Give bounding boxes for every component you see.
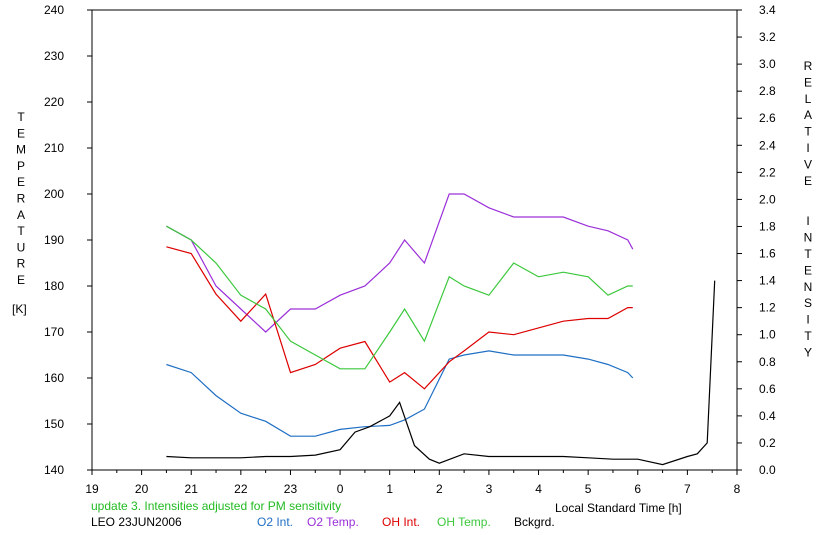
left-tick-label: 150 <box>44 417 64 431</box>
left-axis-letter: E <box>17 273 25 287</box>
note-station-date: LEO 23JUN2006 <box>91 515 182 529</box>
right-tick-label: 1.4 <box>759 274 776 288</box>
right-axis-letter: E <box>804 174 812 188</box>
left-tick-label: 200 <box>44 187 64 201</box>
left-tick-label: 210 <box>44 141 64 155</box>
left-tick-label: 230 <box>44 49 64 63</box>
right-axis: 0.0 0.2 0.4 0.6 0.8 1.0 1.2 1.4 1.6 1.8 2.0 2.2 2.4 2… <box>737 3 776 477</box>
right-axis-letter: R <box>804 59 813 73</box>
right-axis-letter: I <box>806 141 809 155</box>
right-tick-label: 2.4 <box>759 138 776 152</box>
left-axis: 140 150 160 170 180 190 200 210 220 230 240 <box>44 3 92 477</box>
left-axis-letter: A <box>17 208 25 222</box>
right-axis-letter: E <box>804 75 812 89</box>
x-tick-label: 5 <box>585 482 592 496</box>
right-tick-label: 3.4 <box>759 3 776 17</box>
series-line-o2-temp <box>166 193 634 333</box>
series-line-bckgrd <box>166 280 716 466</box>
right-tick-label: 2.0 <box>759 192 776 206</box>
x-tick-label: 2 <box>436 482 443 496</box>
x-tick-label: 19 <box>85 482 99 496</box>
right-tick-label: 2.2 <box>759 165 776 179</box>
x-tick-label: 20 <box>135 482 149 496</box>
x-tick-label: 21 <box>185 482 199 496</box>
right-axis-letter: N <box>804 280 813 294</box>
right-tick-label: 1.6 <box>759 247 776 261</box>
right-tick-label: 2.6 <box>759 111 776 125</box>
right-tick-label: 0.2 <box>759 436 776 450</box>
right-axis-letter: T <box>804 125 812 139</box>
left-tick-label: 170 <box>44 325 64 339</box>
right-tick-label: 0.6 <box>759 382 776 396</box>
x-tick-label: 22 <box>234 482 248 496</box>
right-tick-label: 1.0 <box>759 328 776 342</box>
right-axis-letter: S <box>804 296 812 310</box>
x-tick-label: 4 <box>535 482 542 496</box>
right-axis-letter: Y <box>804 345 812 359</box>
left-tick-label: 160 <box>44 371 64 385</box>
left-tick-label: 220 <box>44 95 64 109</box>
left-axis-letter: T <box>17 110 25 124</box>
right-tick-label: 0.4 <box>759 409 776 423</box>
right-axis-letter: I <box>806 214 809 228</box>
right-tick-label: 2.8 <box>759 84 776 98</box>
right-tick-label: 3.2 <box>759 30 776 44</box>
left-tick-label: 190 <box>44 233 64 247</box>
x-axis: 19 20 21 22 23 0 1 2 3 4 5 6 7 8 <box>85 470 741 496</box>
left-axis-letter: U <box>17 240 26 254</box>
right-axis-letter: T <box>804 247 812 261</box>
left-axis-letter: E <box>17 126 25 140</box>
right-axis-letter: I <box>806 313 809 327</box>
right-tick-label: 1.8 <box>759 219 776 233</box>
legend-o2-int: O2 Int. <box>257 515 293 529</box>
x-tick-label: 8 <box>734 482 741 496</box>
right-axis-letter: L <box>805 92 812 106</box>
right-axis-letter: A <box>804 108 812 122</box>
x-tick-label: 7 <box>684 482 691 496</box>
legend-o2-temp: O2 Temp. <box>307 515 359 529</box>
series-line-oh-temp <box>166 225 633 370</box>
series-line-oh-int <box>166 246 633 390</box>
left-tick-label: 140 <box>44 463 64 477</box>
left-axis-letter: P <box>17 159 25 173</box>
x-tick-label: 0 <box>337 482 344 496</box>
right-axis-letter: N <box>804 231 813 245</box>
x-axis-title: Local Standard Time [h] <box>555 501 682 515</box>
plot-frame <box>91 9 738 471</box>
left-axis-letter: R <box>17 257 26 271</box>
series-line-o2-int <box>166 350 634 437</box>
left-axis-unit: [K] <box>12 302 27 316</box>
x-tick-label: 1 <box>386 482 393 496</box>
left-axis-letter: T <box>17 224 25 238</box>
legend-background: Bckgrd. <box>514 515 555 529</box>
right-axis-letter: T <box>804 329 812 343</box>
right-axis-letter: V <box>804 157 812 171</box>
right-tick-label: 1.2 <box>759 301 776 315</box>
series-group <box>166 193 716 466</box>
right-tick-label: 3.0 <box>759 57 776 71</box>
left-axis-letter: M <box>16 143 26 157</box>
legend-oh-temp: OH Temp. <box>437 515 491 529</box>
legend-oh-int: OH Int. <box>382 515 420 529</box>
right-tick-label: 0.8 <box>759 355 776 369</box>
x-tick-label: 3 <box>486 482 493 496</box>
left-tick-label: 240 <box>44 3 64 17</box>
note-update: update 3. Intensities adjusted for PM se… <box>91 499 341 513</box>
right-tick-label: 0.0 <box>759 463 776 477</box>
left-axis-letter: R <box>17 192 26 206</box>
x-tick-label: 6 <box>634 482 641 496</box>
left-tick-label: 180 <box>44 279 64 293</box>
x-tick-label: 23 <box>284 482 298 496</box>
right-axis-letter: E <box>804 263 812 277</box>
left-axis-letter: E <box>17 175 25 189</box>
